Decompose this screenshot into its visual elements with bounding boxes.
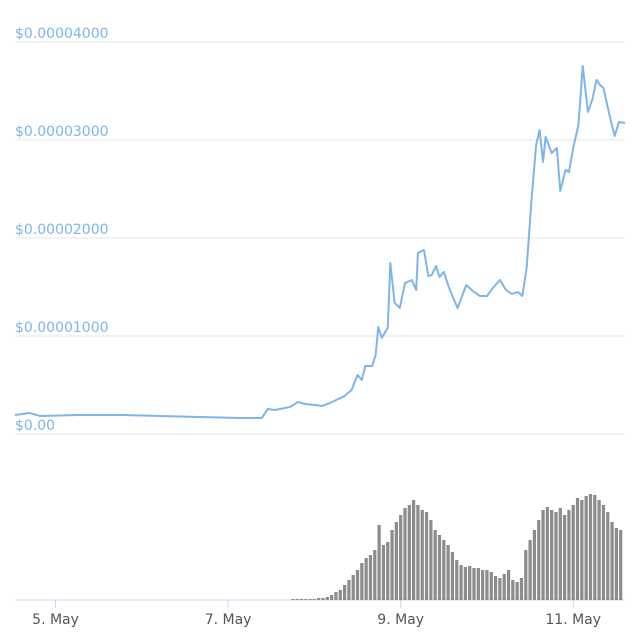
volume-bar (476, 568, 480, 600)
volume-bar (394, 522, 398, 600)
volume-bar (588, 494, 593, 600)
volume-bar (498, 578, 502, 600)
volume-bar (537, 520, 541, 600)
volume-bar (381, 545, 386, 600)
volume-bar (593, 495, 597, 600)
volume-bar (515, 582, 519, 600)
price-line (14, 64, 626, 420)
y-tick-label: $0.00004000 (15, 26, 109, 42)
volume-bar (317, 598, 321, 600)
volume-bar (368, 555, 373, 600)
volume-bar (472, 568, 476, 600)
volume-bar (437, 535, 442, 600)
volume-bar (351, 575, 355, 600)
y-tick-label: $0.00001000 (15, 320, 109, 336)
volume-bar (291, 599, 295, 600)
volume-bar (567, 510, 571, 600)
volume-bar (597, 500, 601, 600)
volume-bar (532, 530, 537, 600)
volume-bar (601, 505, 606, 600)
volume-bar (355, 570, 360, 600)
volume-bar (614, 528, 618, 600)
volume-bar (386, 542, 390, 600)
volume-bar (390, 530, 394, 600)
volume-bar (493, 576, 498, 600)
x-tick-label: 7. May (205, 612, 252, 628)
volume-bar (506, 570, 511, 600)
volume-bar (416, 505, 420, 600)
volume-bar (399, 515, 403, 600)
volume-bar (485, 570, 489, 600)
volume-bar (562, 515, 567, 600)
volume-bar (489, 572, 493, 600)
volume-bar (325, 597, 329, 600)
volume-bar (330, 595, 334, 600)
volume-bar (519, 578, 524, 600)
y-tick-label: $0.00002000 (15, 222, 109, 238)
x-tick-label: 9. May (377, 612, 424, 628)
y-tick-label: $0.00 (15, 418, 55, 434)
volume-bar (299, 599, 304, 600)
volume-bar (295, 599, 299, 600)
volume-bar (580, 500, 584, 600)
volume-bar (429, 520, 433, 600)
volume-bar (377, 525, 381, 600)
volume-bar (321, 598, 325, 600)
volume-bar (455, 560, 459, 600)
volume-bar (541, 510, 545, 600)
volume-bar (524, 550, 528, 600)
volume-bar (558, 508, 562, 600)
volume-bar (364, 558, 368, 600)
volume-bar (575, 498, 580, 600)
volume-bar (468, 566, 472, 600)
volume-bar (619, 530, 623, 600)
volume-bar (347, 580, 351, 600)
x-tick-label: 5. May (32, 612, 79, 628)
volume-bar (550, 510, 554, 600)
volume-bar (459, 565, 463, 600)
volume-bar (606, 512, 610, 600)
volume-bar (373, 550, 377, 600)
volume-bar (304, 599, 308, 600)
volume-bar (342, 585, 347, 600)
volume-bar (463, 567, 467, 600)
volume-bar (360, 563, 364, 600)
y-tick-label: $0.00003000 (15, 124, 109, 140)
volume-bar (511, 580, 515, 600)
volume-bar (502, 574, 506, 600)
volume-bar (312, 599, 317, 600)
volume-bar (411, 500, 416, 600)
volume-bar (442, 540, 446, 600)
volume-bar (571, 505, 575, 600)
volume-bar (403, 508, 407, 600)
volume-bar (446, 545, 450, 600)
volume-bar (450, 552, 455, 600)
volume-bar (334, 592, 338, 600)
volume-bar (545, 507, 549, 600)
volume-bar (338, 590, 342, 600)
volume-bar (584, 496, 588, 600)
volume-bar (420, 510, 424, 600)
volume-bar (554, 512, 558, 600)
volume-bar (528, 540, 532, 600)
volume-bar (407, 505, 411, 600)
volume-bar (308, 599, 312, 600)
volume-bar (481, 570, 485, 600)
volume-bar (433, 530, 437, 600)
volume-bar (424, 512, 429, 600)
volume-bar (610, 522, 614, 600)
x-tick-label: 11. May (545, 612, 601, 628)
